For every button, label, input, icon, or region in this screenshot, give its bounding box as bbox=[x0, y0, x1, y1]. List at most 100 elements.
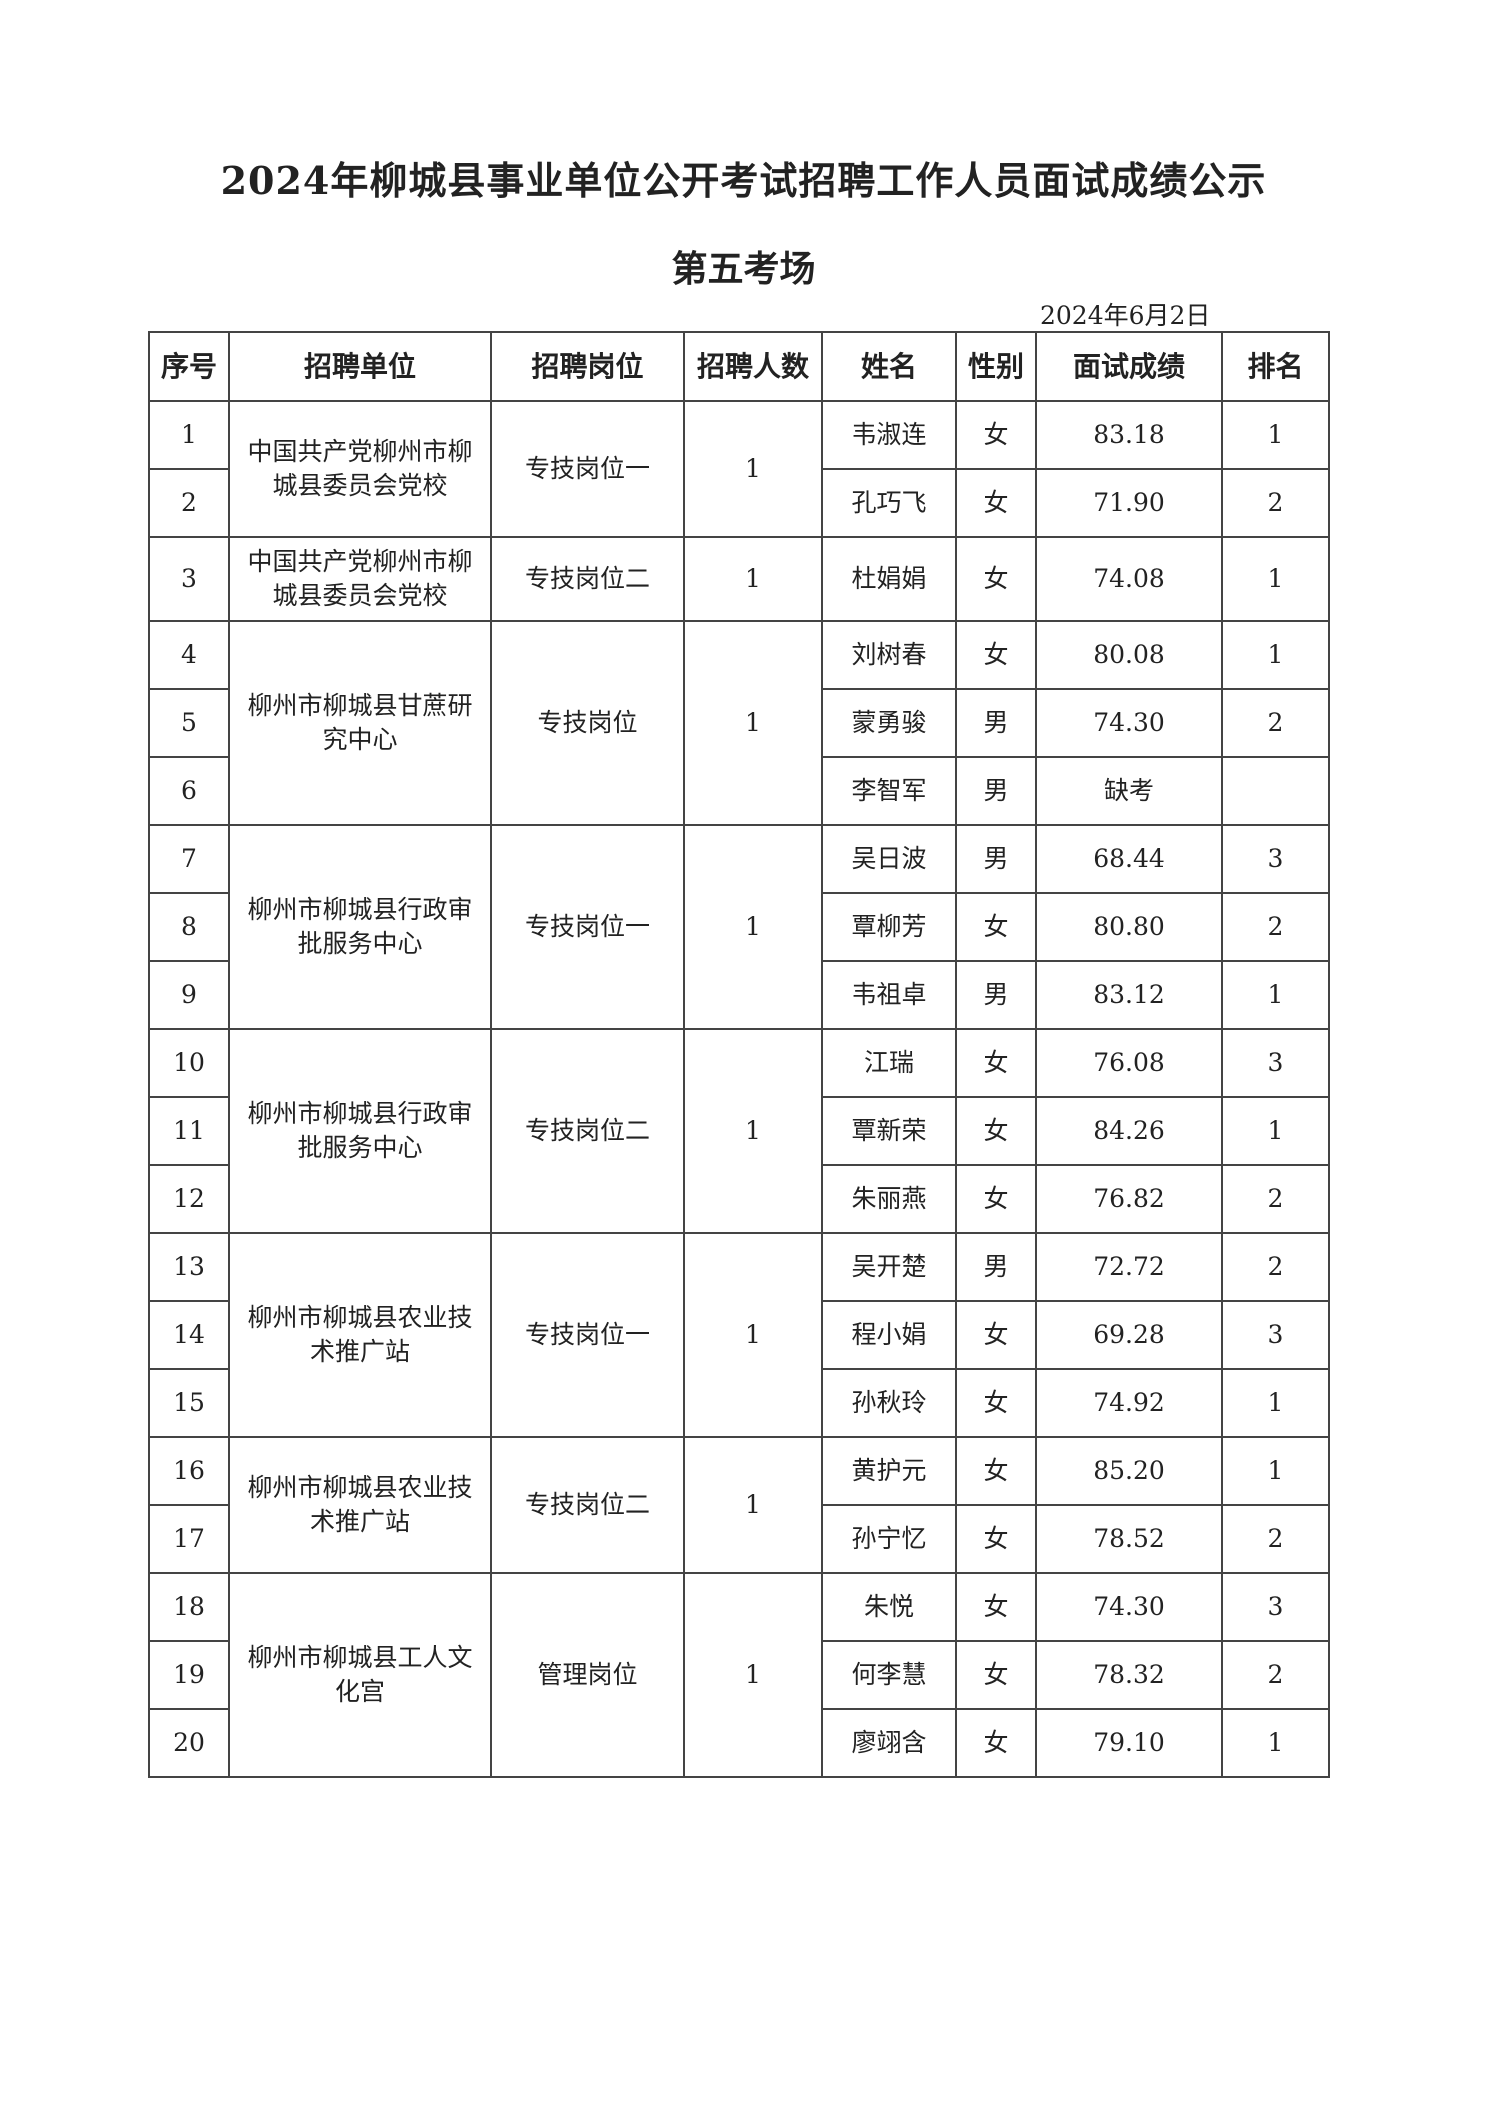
cell-rank: 1 bbox=[1221, 536, 1330, 622]
cell-gender: 女 bbox=[955, 468, 1037, 538]
table-row: 13 柳州市柳城县农业技术推广站 专技岗位一 1 吴开楚男 72.72 2 bbox=[148, 1232, 1330, 1438]
cell-count: 1 bbox=[683, 1028, 823, 1234]
cell-gender: 女 bbox=[955, 892, 1037, 962]
cell-rank: 2 bbox=[1221, 1164, 1330, 1234]
cell-score: 72.72 bbox=[1035, 1232, 1223, 1302]
table-row: 7 柳州市柳城县行政审批服务中心 专技岗位一 1 吴日波男 68.44 3 bbox=[148, 824, 1330, 1030]
cell-gender: 男 bbox=[955, 1232, 1037, 1302]
cell-post: 专技岗位一 bbox=[490, 824, 685, 1030]
cell-gender: 女 bbox=[955, 1096, 1037, 1166]
cell-gender: 女 bbox=[955, 620, 1037, 690]
cell-post: 专技岗位一 bbox=[490, 400, 685, 538]
cell-unit: 中国共产党柳州市柳城县委员会党校 bbox=[228, 536, 492, 622]
cell-name: 杜娟娟 bbox=[821, 536, 957, 622]
cell-unit: 中国共产党柳州市柳城县委员会党校 bbox=[228, 400, 492, 538]
cell-no: 16 bbox=[148, 1436, 230, 1506]
cell-score: 80.08 bbox=[1035, 620, 1223, 690]
cell-count: 1 bbox=[683, 620, 823, 826]
page-subtitle: 第五考场 bbox=[671, 248, 816, 290]
cell-unit: 柳州市柳城县甘蔗研究中心 bbox=[228, 620, 492, 826]
cell-count: 1 bbox=[683, 536, 823, 622]
cell-gender: 男 bbox=[955, 960, 1037, 1030]
cell-rank: 3 bbox=[1221, 1300, 1330, 1370]
table-row: 19 何李慧女 78.32 2 bbox=[148, 1640, 1330, 1710]
cell-no: 11 bbox=[148, 1096, 230, 1166]
cell-score: 78.32 bbox=[1035, 1640, 1223, 1710]
header-unit: 招聘单位 bbox=[228, 331, 492, 402]
cell-no: 9 bbox=[148, 960, 230, 1030]
cell-unit: 柳州市柳城县农业技术推广站 bbox=[228, 1436, 492, 1574]
table-row: 5 蒙勇骏男 74.30 2 bbox=[148, 688, 1330, 758]
cell-no: 4 bbox=[148, 620, 230, 690]
cell-name: 吴开楚 bbox=[821, 1232, 957, 1302]
cell-rank: 1 bbox=[1221, 620, 1330, 690]
cell-name: 程小娟 bbox=[821, 1300, 957, 1370]
cell-rank: 1 bbox=[1221, 960, 1330, 1030]
cell-score: 83.12 bbox=[1035, 960, 1223, 1030]
cell-score: 69.28 bbox=[1035, 1300, 1223, 1370]
cell-post: 专技岗位二 bbox=[490, 536, 685, 622]
cell-no: 5 bbox=[148, 688, 230, 758]
cell-gender: 女 bbox=[955, 1504, 1037, 1574]
table-row: 1 中国共产党柳州市柳城县委员会党校 专技岗位一 1 韦淑连女 83.18 1 bbox=[148, 400, 1330, 538]
table-row: 4 柳州市柳城县甘蔗研究中心 专技岗位 1 刘树春女 80.08 1 bbox=[148, 620, 1330, 826]
publish-date: 2024年6月2日 bbox=[1040, 301, 1211, 330]
cell-no: 12 bbox=[148, 1164, 230, 1234]
cell-rank: 1 bbox=[1221, 1096, 1330, 1166]
table-row: 12 朱丽燕女 76.82 2 bbox=[148, 1164, 1330, 1234]
cell-no: 8 bbox=[148, 892, 230, 962]
cell-rank bbox=[1221, 756, 1330, 826]
cell-gender: 女 bbox=[955, 1708, 1037, 1778]
cell-score: 78.52 bbox=[1035, 1504, 1223, 1574]
cell-no: 20 bbox=[148, 1708, 230, 1778]
cell-no: 3 bbox=[148, 536, 230, 622]
cell-no: 13 bbox=[148, 1232, 230, 1302]
cell-rank: 2 bbox=[1221, 1232, 1330, 1302]
cell-name: 黄护元 bbox=[821, 1436, 957, 1506]
cell-count: 1 bbox=[683, 400, 823, 538]
cell-gender: 女 bbox=[955, 1300, 1037, 1370]
cell-name: 李智军 bbox=[821, 756, 957, 826]
cell-post: 专技岗位二 bbox=[490, 1436, 685, 1574]
cell-gender: 男 bbox=[955, 824, 1037, 894]
cell-unit: 柳州市柳城县行政审批服务中心 bbox=[228, 824, 492, 1030]
cell-name: 朱丽燕 bbox=[821, 1164, 957, 1234]
cell-score: 缺考 bbox=[1035, 756, 1223, 826]
table-row: 8 覃柳芳女 80.80 2 bbox=[148, 892, 1330, 962]
cell-rank: 1 bbox=[1221, 1708, 1330, 1778]
cell-name: 孙宁忆 bbox=[821, 1504, 957, 1574]
header-gender: 性别 bbox=[955, 331, 1037, 402]
cell-count: 1 bbox=[683, 824, 823, 1030]
cell-rank: 2 bbox=[1221, 468, 1330, 538]
cell-name: 朱悦 bbox=[821, 1572, 957, 1642]
cell-score: 71.90 bbox=[1035, 468, 1223, 538]
cell-count: 1 bbox=[683, 1232, 823, 1438]
cell-rank: 1 bbox=[1221, 1368, 1330, 1438]
cell-gender: 男 bbox=[955, 756, 1037, 826]
cell-name: 覃新荣 bbox=[821, 1096, 957, 1166]
cell-gender: 女 bbox=[955, 1164, 1037, 1234]
cell-score: 84.26 bbox=[1035, 1096, 1223, 1166]
cell-name: 廖翊含 bbox=[821, 1708, 957, 1778]
cell-rank: 2 bbox=[1221, 1640, 1330, 1710]
cell-score: 74.30 bbox=[1035, 1572, 1223, 1642]
cell-no: 19 bbox=[148, 1640, 230, 1710]
header-name: 姓名 bbox=[821, 331, 957, 402]
cell-rank: 3 bbox=[1221, 1572, 1330, 1642]
table-row: 18 柳州市柳城县工人文化宫 管理岗位 1 朱悦女 74.30 3 bbox=[148, 1572, 1330, 1778]
cell-no: 18 bbox=[148, 1572, 230, 1642]
cell-gender: 女 bbox=[955, 1436, 1037, 1506]
cell-no: 7 bbox=[148, 824, 230, 894]
cell-gender: 女 bbox=[955, 1572, 1037, 1642]
cell-score: 68.44 bbox=[1035, 824, 1223, 894]
table-row: 3 中国共产党柳州市柳城县委员会党校 专技岗位二 1 杜娟娟女 74.08 1 bbox=[148, 536, 1330, 622]
table-row: 9 韦祖卓男 83.12 1 bbox=[148, 960, 1330, 1030]
cell-score: 76.08 bbox=[1035, 1028, 1223, 1098]
cell-name: 韦淑连 bbox=[821, 400, 957, 470]
table-row: 6 李智军男缺考 bbox=[148, 756, 1330, 826]
table-row: 15 孙秋玲女 74.92 1 bbox=[148, 1368, 1330, 1438]
cell-no: 14 bbox=[148, 1300, 230, 1370]
cell-name: 蒙勇骏 bbox=[821, 688, 957, 758]
cell-post: 专技岗位一 bbox=[490, 1232, 685, 1438]
cell-name: 吴日波 bbox=[821, 824, 957, 894]
